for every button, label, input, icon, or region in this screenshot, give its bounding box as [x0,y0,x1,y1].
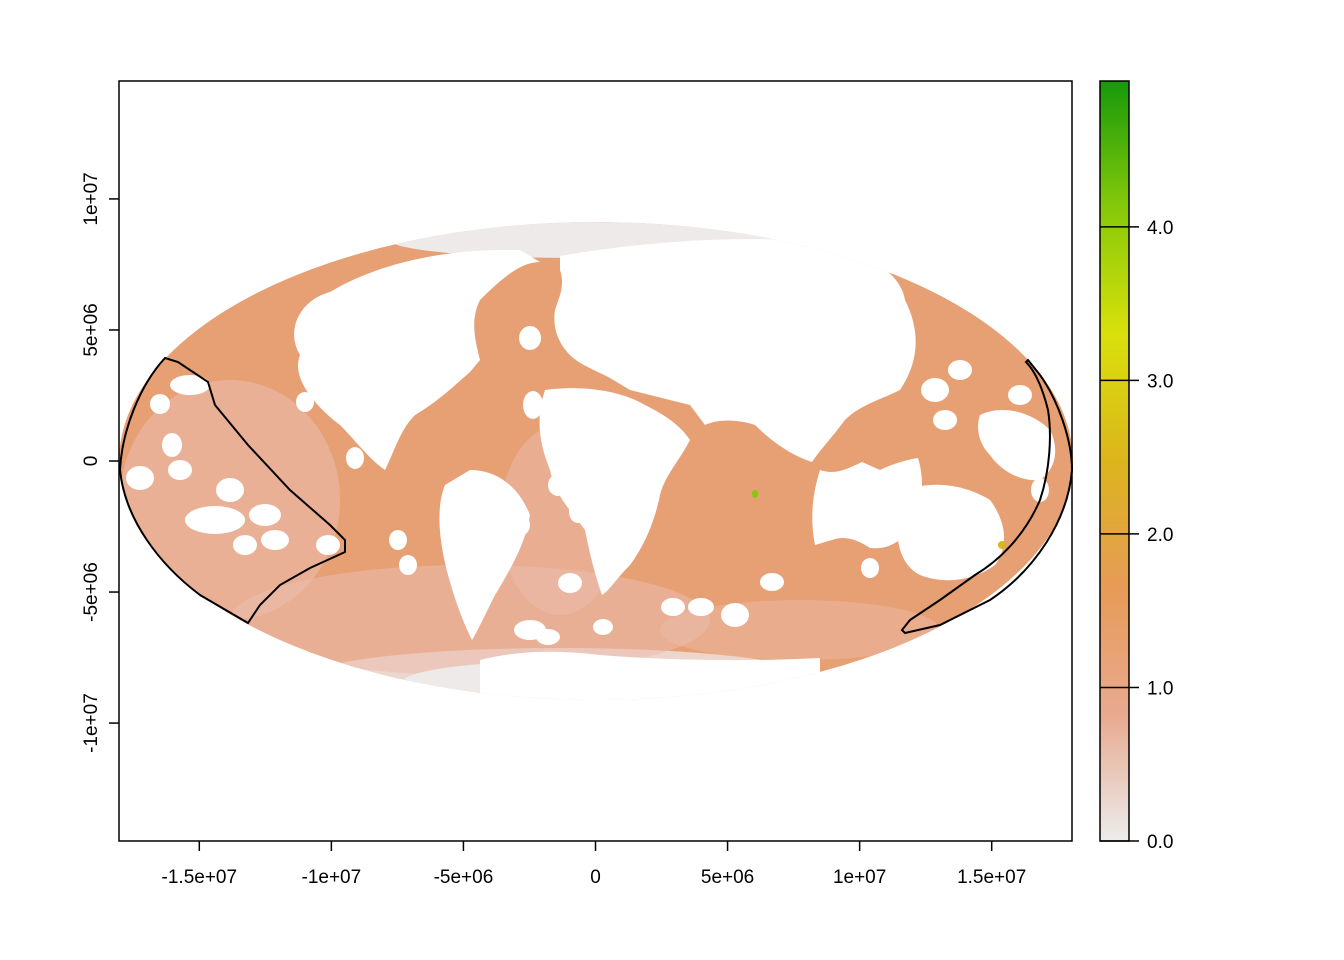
island-blob [948,360,972,380]
globe-raster [119,222,1073,700]
island-blob [296,392,314,412]
island-blob [399,555,417,575]
y-tick-label: -5e+06 [81,562,102,622]
y-tick-label: 1e+07 [81,172,102,225]
island-blob [593,619,613,635]
x-axis: -1.5e+07 -1e+07 -5e+06 0 5e+06 1e+07 1.5e+07 [162,841,1026,888]
island-blob [185,506,245,534]
antarctica [480,651,820,700]
x-tick-label: 0 [590,867,601,888]
legend-tick-label: 1.0 [1147,678,1173,699]
legend-tick-label: 2.0 [1147,525,1173,546]
island-blob [523,391,543,419]
x-tick-label: 1.5e+07 [957,867,1026,888]
island-blob [316,535,340,555]
western-pacific-islands [978,410,1056,481]
island-blob [428,347,452,367]
island-blob [389,530,407,550]
island-blob [233,535,257,555]
x-tick-label: -1e+07 [302,867,362,888]
island-blob [721,603,749,627]
island-blob [760,573,784,591]
x-tick-label: 1e+07 [833,867,886,888]
island-blob [519,326,541,350]
island-blob [861,558,879,578]
island-blob [168,460,192,480]
south-america [439,470,530,640]
x-tick-label: 5e+06 [701,867,754,888]
y-axis: 1e+07 5e+06 0 -5e+06 -1e+07 [81,172,119,753]
map-layer [118,222,1074,700]
island-blob [346,447,364,469]
island-blob [933,410,957,430]
island-blob [548,474,568,496]
island-blob [1014,456,1036,474]
colorbar-legend: 0.0 1.0 2.0 3.0 4.0 [1099,80,1173,853]
island-blob [661,598,685,616]
colorbar [1100,81,1129,841]
island-blob [688,598,714,616]
arctic-rim [440,228,820,240]
maritime-continent [812,458,922,549]
island-blob [170,375,210,395]
island-blob [216,478,244,502]
elevated-value-spot [998,541,1006,549]
island-blob [838,488,858,508]
island-blob [558,573,582,593]
y-tick-label: 0 [81,456,102,467]
island-blob [536,629,560,645]
island-blob [569,501,587,523]
island-blob [150,394,170,414]
high-value-spot [752,490,758,498]
legend-tick-label: 3.0 [1147,371,1173,392]
land-mask [126,239,1056,700]
eurasia [554,239,916,462]
australia [897,484,1005,581]
island-blob [126,466,154,490]
island-blob [249,504,281,526]
outline-western-region [118,356,346,625]
x-tick-label: -5e+06 [434,867,494,888]
island-blob [921,378,949,402]
island-blob [510,514,530,536]
y-tick-label: 5e+06 [81,303,102,356]
africa [539,388,690,595]
island-blob [1008,385,1032,405]
legend-tick-label: 4.0 [1147,218,1173,239]
north-america [294,249,540,470]
island-blob [261,530,289,550]
y-tick-label: -1e+07 [81,693,102,753]
island-blob [162,433,182,457]
x-tick-label: -1.5e+07 [162,867,238,888]
legend-tick-label: 0.0 [1147,832,1173,853]
